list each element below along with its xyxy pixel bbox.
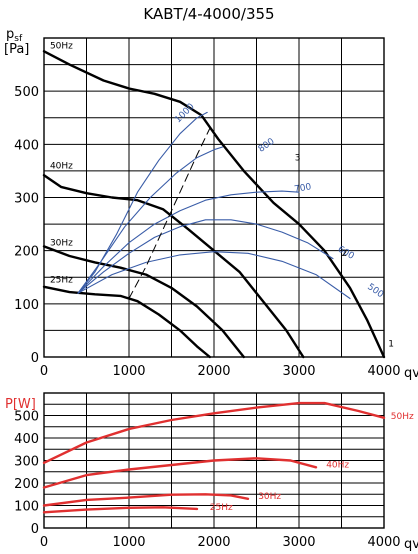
plot-frame bbox=[43, 37, 385, 358]
y-tick-label: 200 bbox=[14, 245, 39, 260]
annotation-label: 25Hz bbox=[210, 503, 233, 513]
pressure-axis-subscript: sf bbox=[14, 34, 23, 44]
y-tick-label: 400 bbox=[14, 138, 39, 153]
pressure-axis-unit: [Pa] bbox=[4, 42, 29, 57]
x-tick-label: 4000 bbox=[367, 535, 400, 550]
y-tick-label: 300 bbox=[14, 192, 39, 207]
series-line-50Hz bbox=[42, 50, 386, 359]
series-line-dashed bbox=[128, 127, 211, 299]
x-tick-label: 4000 bbox=[367, 364, 400, 379]
annotation-label: 25Hz bbox=[50, 276, 73, 286]
y-tick-label: 300 bbox=[14, 455, 39, 470]
plot-frame bbox=[43, 392, 385, 529]
pressure-chart: 0 1000 2000 3000 4000 0 100 200 300 400 500 qv[m³/h… bbox=[14, 37, 418, 381]
x-tick-label: 2000 bbox=[197, 364, 230, 379]
x-tick-label: 3000 bbox=[282, 535, 315, 550]
y-tick-label: 0 bbox=[31, 522, 39, 537]
y-tick-label: 100 bbox=[14, 298, 39, 313]
x-tick-label: 1000 bbox=[112, 364, 145, 379]
series-line-800 bbox=[77, 146, 224, 294]
y-tick-label: 500 bbox=[14, 85, 39, 100]
power-chart: 0 1000 2000 3000 4000 0 100 200 300 400 500 qv[m³/h… bbox=[14, 392, 418, 552]
y-tick-label: 500 bbox=[14, 410, 39, 425]
series-line-30Hz bbox=[42, 493, 250, 507]
annotation-label: 3 bbox=[295, 153, 301, 163]
x-tick-label: 3000 bbox=[282, 364, 315, 379]
x-tick-label: 2000 bbox=[197, 535, 230, 550]
annotation-label: 40Hz bbox=[50, 161, 73, 171]
annotation-label: 30Hz bbox=[50, 238, 73, 248]
x-tick-label: 1000 bbox=[112, 535, 145, 550]
series-line-40Hz bbox=[42, 174, 305, 359]
annotation-label: 700 bbox=[294, 182, 313, 195]
y-tick-label: 100 bbox=[14, 500, 39, 515]
y-tick-label: 400 bbox=[14, 432, 39, 447]
pressure-axis-label: psf bbox=[6, 27, 23, 44]
y-tick-label: 0 bbox=[31, 351, 39, 366]
annotation-label: 50Hz bbox=[391, 412, 414, 422]
annotation-label: 2 bbox=[342, 249, 348, 259]
annotation-label: 30Hz bbox=[258, 492, 281, 502]
x-axis-label: qv[m³/h] bbox=[404, 537, 418, 552]
grid-0 bbox=[43, 37, 385, 358]
x-tick-label: 0 bbox=[40, 535, 48, 550]
annotation-label: 800 bbox=[257, 137, 277, 155]
x-tick-label: 0 bbox=[40, 364, 48, 379]
y-tick-label: 200 bbox=[14, 477, 39, 492]
series-line-600 bbox=[77, 219, 334, 294]
series-line-500 bbox=[77, 251, 351, 300]
series-line-40Hz bbox=[42, 457, 318, 489]
chart-title: KABT/4-4000/355 bbox=[143, 5, 274, 23]
series-line-50Hz bbox=[42, 401, 386, 464]
series-line-30Hz bbox=[42, 245, 245, 359]
power-axis-label: P[W] bbox=[5, 397, 36, 412]
series-line-700 bbox=[77, 190, 300, 294]
pressure-axis-symbol: p bbox=[6, 27, 14, 42]
series-line-25Hz bbox=[42, 506, 199, 514]
annotation-label: 500 bbox=[365, 282, 385, 300]
annotation-label: 40Hz bbox=[326, 460, 349, 470]
annotation-label: 1 bbox=[388, 339, 394, 349]
annotation-label: 50Hz bbox=[50, 42, 73, 52]
x-axis-label: qv[m³/h] bbox=[404, 366, 418, 381]
